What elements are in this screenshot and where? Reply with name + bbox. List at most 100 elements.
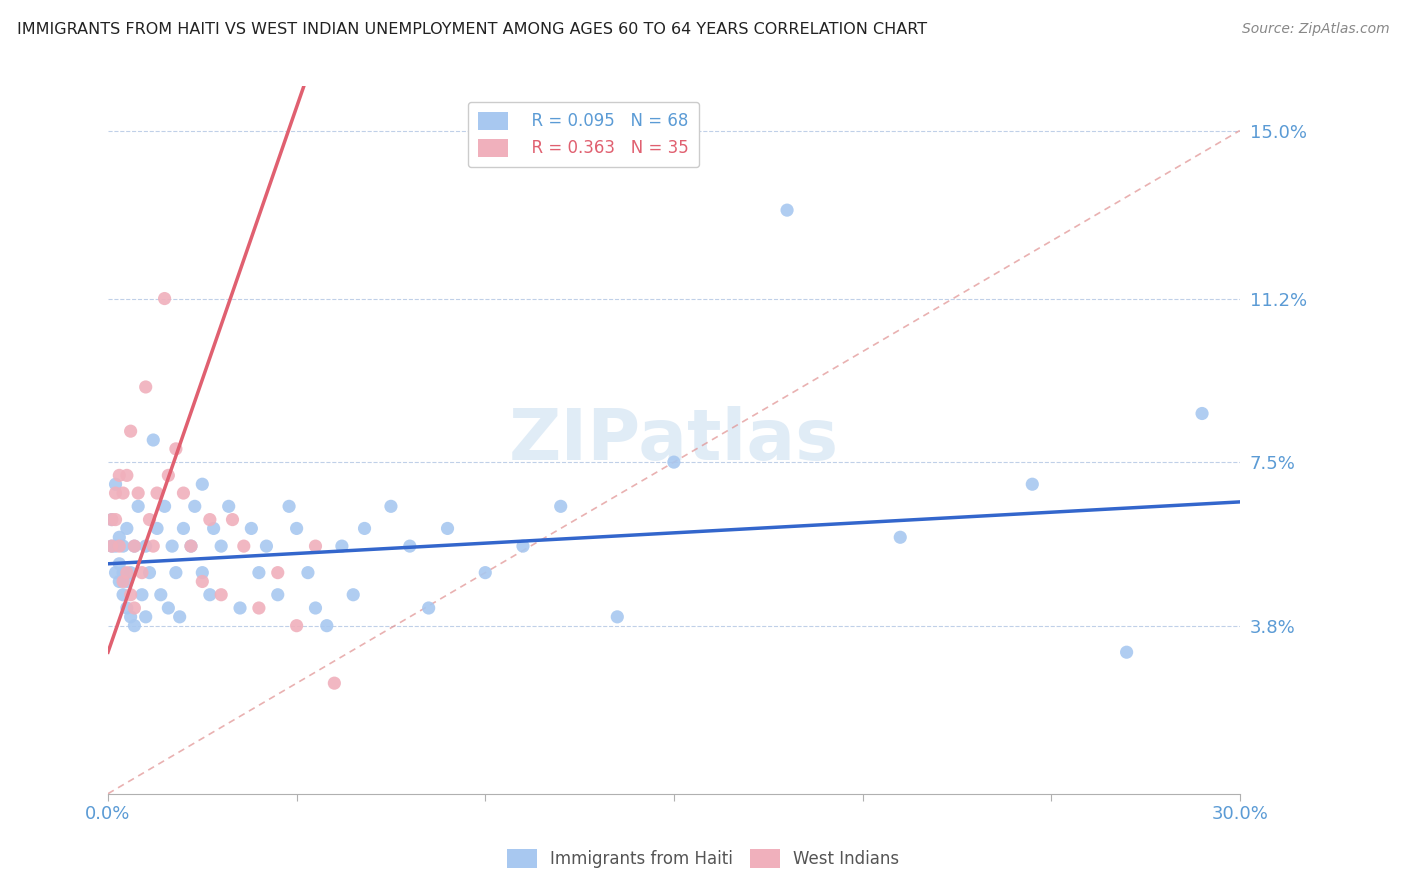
Point	[172, 521, 194, 535]
Point	[127, 486, 149, 500]
Point	[120, 588, 142, 602]
Point	[232, 539, 254, 553]
Point	[153, 500, 176, 514]
Point	[104, 566, 127, 580]
Point	[184, 500, 207, 514]
Point	[135, 380, 157, 394]
Point	[267, 566, 290, 580]
Point	[304, 601, 326, 615]
Point	[153, 292, 176, 306]
Point	[112, 588, 135, 602]
Point	[131, 566, 153, 580]
Point	[100, 513, 122, 527]
Point	[149, 588, 172, 602]
Point	[191, 477, 214, 491]
Point	[285, 618, 308, 632]
Text: ZIPatlas: ZIPatlas	[509, 406, 839, 475]
Point	[209, 588, 232, 602]
Point	[330, 539, 353, 553]
Point	[100, 539, 122, 553]
Point	[247, 566, 270, 580]
Point	[889, 530, 911, 544]
Point	[124, 539, 146, 553]
Point	[124, 618, 146, 632]
Point	[112, 566, 135, 580]
Point	[142, 539, 165, 553]
Point	[115, 521, 138, 535]
Point	[1115, 645, 1137, 659]
Point	[221, 513, 243, 527]
Point	[285, 521, 308, 535]
Point	[662, 455, 685, 469]
Point	[115, 566, 138, 580]
Point	[104, 513, 127, 527]
Point	[172, 486, 194, 500]
Point	[218, 500, 240, 514]
Point	[267, 588, 290, 602]
Point	[127, 500, 149, 514]
Point	[142, 433, 165, 447]
Point	[278, 500, 301, 514]
Point	[104, 539, 127, 553]
Point	[550, 500, 572, 514]
Point	[115, 468, 138, 483]
Point	[606, 610, 628, 624]
Point	[104, 486, 127, 500]
Point	[157, 468, 180, 483]
Point	[180, 539, 202, 553]
Point	[191, 574, 214, 589]
Point	[209, 539, 232, 553]
Point	[342, 588, 364, 602]
Point	[135, 539, 157, 553]
Point	[436, 521, 458, 535]
Point	[380, 500, 402, 514]
Point	[104, 477, 127, 491]
Point	[124, 539, 146, 553]
Point	[247, 601, 270, 615]
Point	[108, 530, 131, 544]
Point	[120, 610, 142, 624]
Point	[180, 539, 202, 553]
Text: Source: ZipAtlas.com: Source: ZipAtlas.com	[1241, 22, 1389, 37]
Point	[418, 601, 440, 615]
Point	[198, 588, 221, 602]
Point	[474, 566, 496, 580]
Point	[124, 601, 146, 615]
Point	[353, 521, 375, 535]
Point	[240, 521, 263, 535]
Point	[146, 486, 169, 500]
Point	[315, 618, 337, 632]
Point	[108, 539, 131, 553]
Point	[108, 557, 131, 571]
Point	[115, 574, 138, 589]
Point	[131, 588, 153, 602]
Legend: Immigrants from Haiti, West Indians: Immigrants from Haiti, West Indians	[501, 843, 905, 875]
Point	[138, 513, 160, 527]
Point	[157, 601, 180, 615]
Point	[191, 566, 214, 580]
Point	[112, 574, 135, 589]
Point	[112, 539, 135, 553]
Point	[169, 610, 191, 624]
Point	[100, 513, 122, 527]
Point	[398, 539, 420, 553]
Point	[776, 203, 799, 218]
Legend:   R = 0.095   N = 68,   R = 0.363   N = 35: R = 0.095 N = 68, R = 0.363 N = 35	[468, 102, 699, 168]
Point	[512, 539, 534, 553]
Point	[108, 574, 131, 589]
Point	[323, 676, 346, 690]
Point	[1191, 407, 1213, 421]
Point	[108, 468, 131, 483]
Point	[120, 424, 142, 438]
Point	[120, 566, 142, 580]
Point	[160, 539, 183, 553]
Point	[297, 566, 319, 580]
Point	[100, 539, 122, 553]
Point	[198, 513, 221, 527]
Point	[138, 566, 160, 580]
Point	[304, 539, 326, 553]
Point	[1021, 477, 1043, 491]
Point	[165, 566, 187, 580]
Point	[135, 610, 157, 624]
Point	[112, 486, 135, 500]
